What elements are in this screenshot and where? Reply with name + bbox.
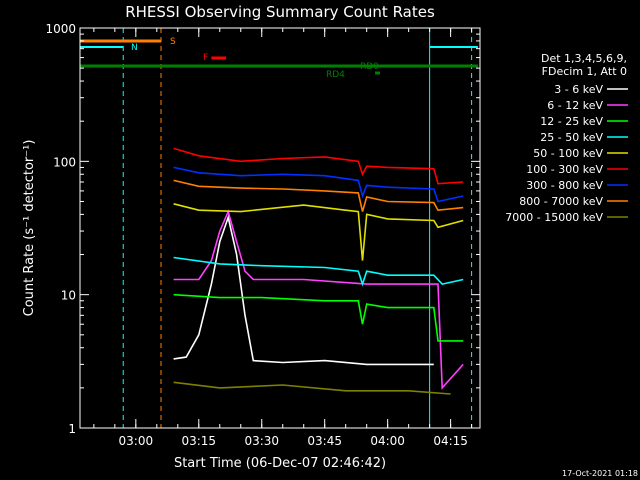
legend-label-3: 25 - 50 keV [540, 131, 603, 144]
legend-label-7: 800 - 7000 keV [519, 195, 603, 208]
flag-label-f: F [203, 53, 208, 63]
series-line-5 [173, 147, 464, 185]
legend-label-8: 7000 - 15000 keV [505, 211, 603, 224]
plot-frame [79, 27, 481, 429]
y-tick-label-0: 1 [68, 422, 76, 436]
legend-header-1: FDecim 1, Att 0 [542, 65, 627, 78]
flag-label-s: S [170, 37, 176, 47]
series-line-0 [173, 214, 434, 366]
x-tick-label-2: 03:30 [244, 434, 279, 448]
x-tick-label-5: 04:15 [433, 434, 468, 448]
legend-label-0: 3 - 6 keV [554, 83, 603, 96]
series-line-1 [173, 209, 464, 390]
x-tick-label-4: 04:00 [370, 434, 405, 448]
series-line-6 [173, 166, 464, 203]
x-tick-label-1: 03:15 [181, 434, 216, 448]
flag-label-n: N [131, 43, 138, 53]
y-tick-label-3: 1000 [45, 22, 76, 36]
legend-label-5: 100 - 300 keV [526, 163, 603, 176]
series-line-3 [173, 256, 464, 287]
footer-date: 17-Oct-2021 01:18 [562, 469, 638, 478]
x-axis-label: Start Time (06-Dec-07 02:46:42) [174, 456, 386, 471]
legend: Det 1,3,4,5,6,9,FDecim 1, Att 0 3 - 6 keV… [505, 52, 628, 224]
legend-label-1: 6 - 12 keV [547, 99, 603, 112]
flag-label-rd4: RD4 [326, 70, 345, 80]
y-axis-label: Count Rate (s⁻¹ detector⁻¹) [22, 140, 37, 317]
series-line-4 [173, 203, 464, 261]
chart-title: RHESSI Observing Summary Count Rates [125, 3, 435, 21]
legend-label-4: 50 - 100 keV [533, 147, 603, 160]
y-tick-label-1: 10 [61, 289, 76, 303]
flag-label-rd0: RD0 [360, 62, 379, 72]
y-tick-label-2: 100 [53, 155, 76, 169]
series-line-2 [173, 293, 464, 342]
plot-area: S N F RD0 RD4 [79, 28, 478, 428]
series-line-7 [173, 179, 464, 212]
axes: 1 10 100 1000 03:00 03:15 03:30 03:45 04:00 04:15 [45, 22, 481, 448]
legend-label-2: 12 - 25 keV [540, 115, 603, 128]
legend-header-0: Det 1,3,4,5,6,9, [541, 52, 627, 65]
x-tick-label-3: 03:45 [307, 434, 342, 448]
series-line-8 [173, 381, 451, 395]
x-tick-label-0: 03:00 [119, 434, 154, 448]
legend-label-6: 300 - 800 keV [526, 179, 603, 192]
